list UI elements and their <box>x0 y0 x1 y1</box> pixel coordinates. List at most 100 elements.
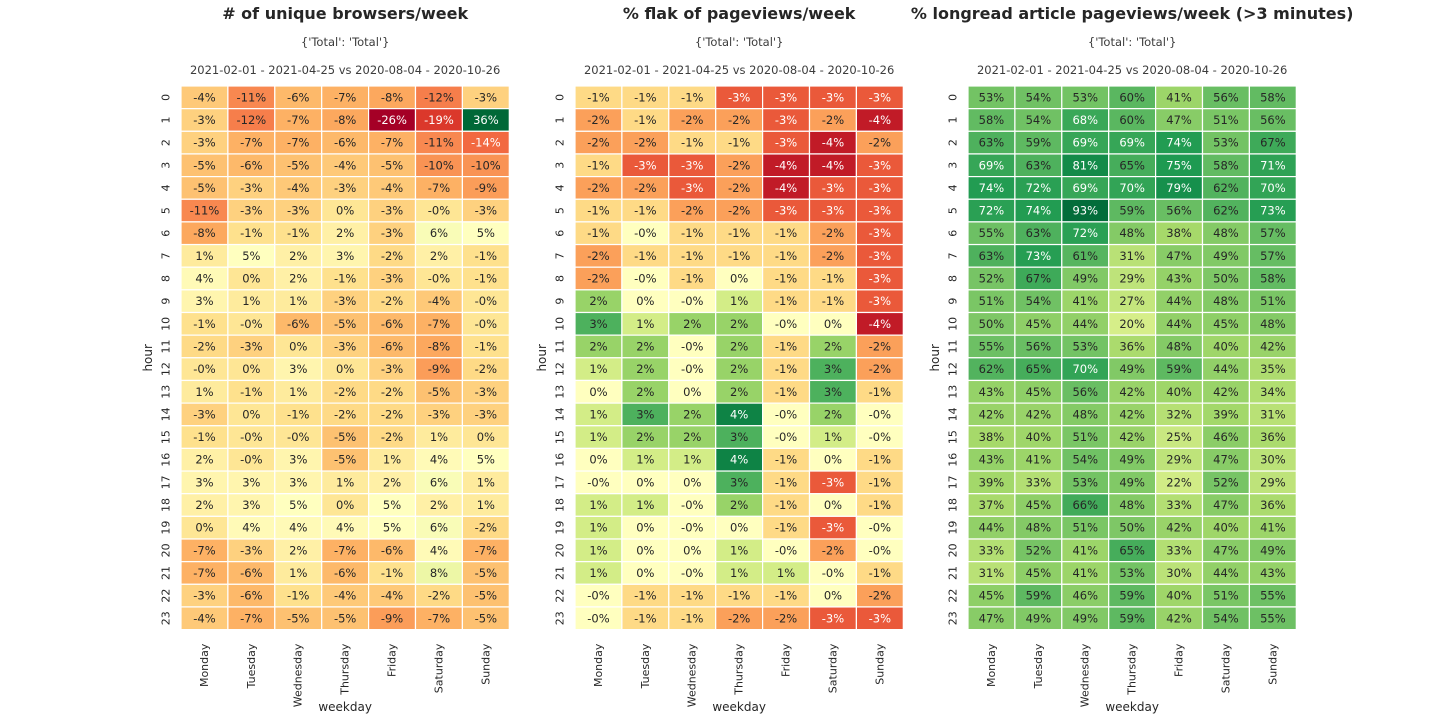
cell-value-label: -1% <box>587 204 609 218</box>
cell-value-label: 53% <box>1072 475 1098 489</box>
cell-value-label: 56% <box>1213 90 1239 104</box>
y-tick-label: 4 <box>160 184 173 191</box>
cell-value-label: -9% <box>428 362 450 376</box>
cell-value-label: -1% <box>634 249 656 263</box>
cell-value-label: -1% <box>681 226 703 240</box>
x-tick-label: Sunday <box>873 643 886 685</box>
x-tick-label: Thursday <box>1126 643 1139 696</box>
cell-value-label: -6% <box>381 317 403 331</box>
cell-value-label: -7% <box>193 543 215 557</box>
cell-value-label: 2% <box>289 272 307 286</box>
x-tick-label: Saturday <box>1219 643 1232 693</box>
cell-value-label: 1% <box>430 430 448 444</box>
cell-value-label: 52% <box>1026 543 1052 557</box>
cell-value-label: 79% <box>1166 181 1192 195</box>
cell-value-label: -5% <box>193 181 215 195</box>
cell-value-label: 6% <box>430 475 448 489</box>
cell-value-label: -1% <box>587 226 609 240</box>
cell-value-label: -6% <box>381 339 403 353</box>
cell-value-label: 1% <box>289 566 307 580</box>
cell-value-label: 45% <box>1213 317 1239 331</box>
cell-value-label: 6% <box>430 521 448 535</box>
cell-value-label: 2% <box>824 339 842 353</box>
cell-value-label: 4% <box>289 521 307 535</box>
cell-value-label: -11% <box>424 136 454 150</box>
cell-value-label: -3% <box>240 339 262 353</box>
y-tick-label: 18 <box>554 498 567 512</box>
cell-value-label: -3% <box>193 407 215 421</box>
y-tick-label: 9 <box>160 298 173 305</box>
cell-value-label: 1% <box>477 475 495 489</box>
cell-value-label: 49% <box>1213 249 1239 263</box>
cell-value-label: -4% <box>334 158 356 172</box>
cell-value-label: -5% <box>334 317 356 331</box>
cell-value-label: 0% <box>636 543 654 557</box>
cell-value-label: -1% <box>775 589 797 603</box>
cell-value-label: 3% <box>589 317 607 331</box>
cell-value-label: -3% <box>381 362 403 376</box>
cell-value-label: 54% <box>1026 90 1052 104</box>
cell-value-label: -7% <box>287 136 309 150</box>
y-tick-label: 7 <box>554 252 567 259</box>
y-tick-label: 9 <box>947 298 960 305</box>
cell-value-label: 37% <box>979 498 1005 512</box>
x-tick-label: Sunday <box>479 643 492 685</box>
cell-value-label: -2% <box>728 113 750 127</box>
cell-value-label: 3% <box>289 453 307 467</box>
cell-value-label: -2% <box>475 521 497 535</box>
chart-subtitle: {'Total': 'Total'} <box>301 35 390 49</box>
cell-value-label: 0% <box>683 475 701 489</box>
cell-value-label: -1% <box>287 226 309 240</box>
cell-value-label: -3% <box>869 272 891 286</box>
cell-value-label: -7% <box>240 611 262 625</box>
cell-value-label: -2% <box>822 543 844 557</box>
cell-value-label: -2% <box>869 589 891 603</box>
y-tick-label: 6 <box>554 230 567 237</box>
cell-value-label: -1% <box>475 249 497 263</box>
cell-value-label: -3% <box>381 272 403 286</box>
y-tick-label: 17 <box>160 475 173 489</box>
x-tick-label: Friday <box>1173 643 1186 677</box>
cell-value-label: -0% <box>428 204 450 218</box>
cell-value-label: 30% <box>1166 566 1192 580</box>
cell-value-label: 36% <box>473 113 499 127</box>
cell-value-label: 40% <box>1166 385 1192 399</box>
cell-value-label: -1% <box>681 136 703 150</box>
cell-value-label: -2% <box>728 181 750 195</box>
cell-value-label: -2% <box>728 204 750 218</box>
cell-value-label: -2% <box>869 339 891 353</box>
cell-value-label: -1% <box>381 566 403 580</box>
y-tick-label: 16 <box>554 453 567 467</box>
cell-value-label: 38% <box>979 430 1005 444</box>
cell-value-label: 50% <box>1213 272 1239 286</box>
cell-value-label: -1% <box>587 90 609 104</box>
cell-value-label: -7% <box>428 181 450 195</box>
cell-value-label: 0% <box>636 521 654 535</box>
y-axis-label: hour <box>141 344 155 372</box>
cell-value-label: 49% <box>1026 611 1052 625</box>
y-tick-label: 18 <box>947 498 960 512</box>
cell-value-label: 51% <box>1072 430 1098 444</box>
cell-value-label: -1% <box>287 407 309 421</box>
y-tick-label: 17 <box>947 475 960 489</box>
cell-value-label: -1% <box>869 475 891 489</box>
cell-value-label: 59% <box>1119 611 1145 625</box>
y-tick-label: 21 <box>554 566 567 580</box>
cell-value-label: 74% <box>1166 136 1192 150</box>
cell-value-label: -1% <box>240 385 262 399</box>
cell-value-label: 60% <box>1119 90 1145 104</box>
y-tick-label: 20 <box>554 543 567 557</box>
cell-value-label: -4% <box>869 113 891 127</box>
cell-value-label: -0% <box>240 317 262 331</box>
cell-value-label: 51% <box>1260 294 1286 308</box>
cell-value-label: -2% <box>587 181 609 195</box>
cell-value-label: 45% <box>1026 498 1052 512</box>
cell-value-label: -1% <box>822 294 844 308</box>
cell-value-label: -1% <box>287 589 309 603</box>
cell-value-label: 2% <box>636 339 654 353</box>
cell-value-label: 44% <box>1166 317 1192 331</box>
cell-value-label: -2% <box>475 362 497 376</box>
cell-value-label: -1% <box>869 566 891 580</box>
cell-value-label: 1% <box>730 543 748 557</box>
y-tick-label: 15 <box>554 430 567 444</box>
